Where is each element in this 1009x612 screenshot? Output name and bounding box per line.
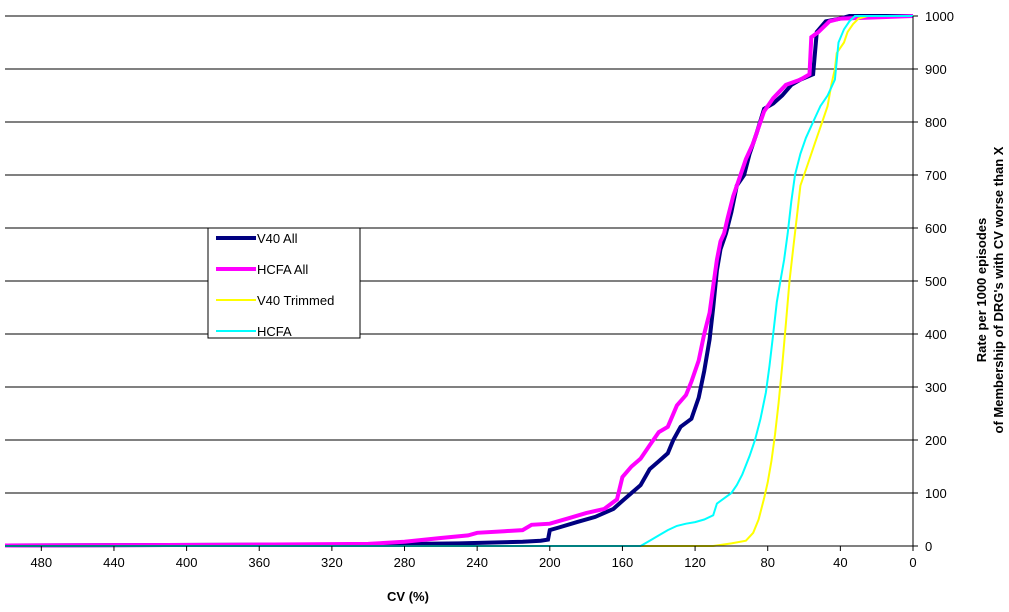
y-tick-label: 1000 [925,9,954,24]
y-axis-title: Rate per 1000 episodes of Membership of … [974,146,1006,433]
series-line-hcfa [5,15,913,547]
x-axis-title: CV (%) [387,589,429,604]
legend: V40 All HCFA All V40 Trimmed HCFA [207,227,361,339]
x-tick-label: 200 [539,555,561,570]
y-tick-label: 900 [925,62,947,77]
series-line-hcfa-all [4,14,914,548]
y-tick-label: 600 [925,221,947,236]
x-tick-label: 400 [176,555,198,570]
y-tick-label: 700 [925,168,947,183]
x-tick-label: 320 [321,555,343,570]
y-axis-title-line2: of Membership of DRG's with CV worse tha… [991,146,1006,433]
legend-box [207,227,361,339]
legend-label: HCFA All [257,262,308,277]
y-tick-label: 500 [925,274,947,289]
legend-label: V40 Trimmed [257,293,334,308]
x-tick-label: 80 [760,555,774,570]
x-tick-label: 480 [30,555,52,570]
legend-label: HCFA [257,324,292,339]
y-axis-title-line1: Rate per 1000 episodes [974,218,989,363]
y-tick-label: 0 [925,539,932,554]
y-tick-labels: 0 100 200 300 400 500 600 700 800 900 1000 [913,9,954,554]
x-tick-label: 40 [833,555,847,570]
x-tick-label: 280 [394,555,416,570]
x-tick-label: 360 [248,555,270,570]
x-tick-label: 160 [612,555,634,570]
x-tick-labels: 480 440 400 360 320 280 240 200 160 120 80 40 0 [30,546,917,570]
x-tick-label: 0 [909,555,916,570]
x-tick-label: 120 [684,555,706,570]
y-tick-label: 300 [925,380,947,395]
x-tick-label: 240 [466,555,488,570]
y-tick-label: 400 [925,327,947,342]
y-tick-label: 100 [925,486,947,501]
y-tick-label: 200 [925,433,947,448]
y-tick-label: 800 [925,115,947,130]
series-line-v40-trimmed [5,15,913,547]
series-lines [4,14,914,548]
series-line-v40-all [4,14,913,548]
gridlines [5,15,913,547]
legend-label: V40 All [257,231,298,246]
x-tick-label: 440 [103,555,125,570]
